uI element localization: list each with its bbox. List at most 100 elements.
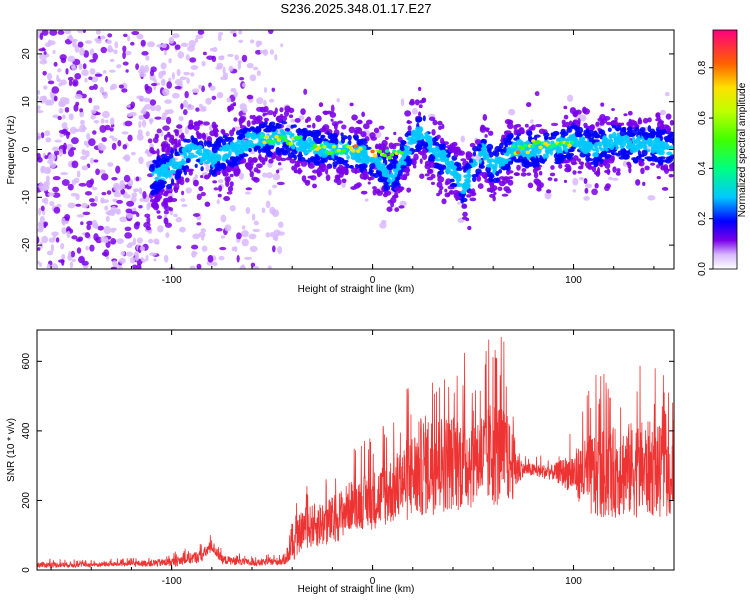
spectrogram-ridge-blob <box>375 164 381 169</box>
spectrogram-ridge-blob <box>249 114 254 120</box>
spectrogram-ridge-blob <box>270 125 277 132</box>
spectrogram-ridge-blob <box>344 151 349 156</box>
spectrogram-noise-blob <box>236 255 240 263</box>
spectrogram-ridge-blob <box>504 130 512 135</box>
spectrogram-ridge-blob <box>466 194 472 198</box>
spectrogram-ridge-blob <box>170 197 178 203</box>
spectrogram-noise-blob <box>48 153 56 161</box>
spectrogram-ridge-blob <box>568 152 575 157</box>
spectrogram-ridge-blob <box>324 129 328 135</box>
spectrogram-ridge-blob <box>594 133 601 139</box>
spectrogram-ridge-blob <box>194 163 198 168</box>
spectrogram-noise-blob <box>136 133 144 141</box>
spectrogram-noise-blob <box>92 130 97 135</box>
spectrogram-noise-blob <box>122 61 129 66</box>
spectrogram-noise-blob <box>46 250 54 256</box>
spectrogram-noise-blob <box>109 86 114 91</box>
spectrogram-noise-blob <box>105 119 109 123</box>
spectrogram-ridge-blob <box>312 150 319 155</box>
spectrogram-ridge-blob <box>638 117 642 123</box>
spectrogram-ridge-blob <box>245 187 253 191</box>
spectrogram-ridge-blob <box>242 144 249 151</box>
spectrogram-noise-blob <box>201 85 205 93</box>
spectrogram-noise-blob <box>113 184 121 192</box>
spectrogram-noise-blob <box>42 70 47 76</box>
spectrogram-noise-blob <box>39 59 48 65</box>
spectrogram-ridge-blob <box>354 163 359 169</box>
spectrogram-noise-blob <box>143 221 151 228</box>
spectrogram-ridge-blob <box>318 102 324 108</box>
spectrogram-ridge-blob <box>390 196 397 204</box>
spectrogram-ridge-blob <box>302 134 307 141</box>
spectrogram-noise-blob <box>189 265 196 269</box>
spectrogram-noise-blob <box>112 260 118 267</box>
spectrogram-ridge-blob <box>647 141 653 147</box>
spectrogram-noise-blob <box>579 114 587 122</box>
spectrogram-noise-blob <box>174 78 183 86</box>
spectrogram-noise-blob <box>37 152 41 160</box>
spectrogram-noise-blob <box>68 79 73 87</box>
spectrogram-ridge-blob <box>315 133 319 139</box>
spectrogram-ridge-blob <box>284 105 291 113</box>
spectrogram-noise-blob <box>116 199 123 204</box>
spectrogram-noise-blob <box>256 97 264 105</box>
spectrogram-noise-blob <box>41 95 48 101</box>
spectrogram-ridge-blob <box>397 163 401 169</box>
spectrogram-ridge-blob <box>622 149 627 156</box>
spectrogram-noise-blob <box>148 252 157 256</box>
spectrogram-noise-blob <box>106 256 110 260</box>
spectrogram-ridge-blob <box>623 134 630 141</box>
spectrogram-ridge-blob <box>512 141 517 146</box>
spectrogram-ridge-blob <box>188 168 194 172</box>
spectrogram-ridge-blob <box>444 188 448 193</box>
spectrogram-ylabel: Frequency (Hz) <box>6 116 17 185</box>
spectrogram-noise-blob <box>209 47 215 52</box>
snr-ytick-label: 200 <box>21 492 32 509</box>
colorbar-label: Normalized spectral amplitude <box>737 82 748 217</box>
spectrogram-ridge-blob <box>348 139 352 146</box>
spectrogram-ridge-blob <box>647 117 652 123</box>
spectrogram-ridge-blob <box>248 148 252 153</box>
spectrogram-ridge-blob <box>264 127 272 133</box>
spectrogram-noise-blob <box>228 65 234 72</box>
spectrogram-ridge-blob <box>293 166 298 174</box>
spectrogram-ridge-blob <box>172 170 176 174</box>
spectrogram-noise-blob <box>89 178 95 186</box>
spectrogram-noise-blob <box>252 228 261 233</box>
spectrogram-ytick-label: 10 <box>21 96 32 108</box>
spectrogram-ridge-blob <box>262 112 268 116</box>
spectrogram-ridge-blob <box>515 172 520 176</box>
spectrogram-hot-blob <box>538 145 543 150</box>
spectrogram-noise-blob <box>209 85 216 91</box>
spectrogram-noise-blob <box>129 256 136 264</box>
spectrogram-noise-blob <box>82 63 87 70</box>
spectrogram-noise-blob <box>110 238 117 245</box>
spectrogram-noise-blob <box>411 108 418 115</box>
spectrogram-ridge-blob <box>363 123 370 130</box>
spectrogram-noise-blob <box>168 37 175 44</box>
spectrogram-ridge-blob <box>276 116 282 121</box>
spectrogram-ridge-blob <box>173 144 178 149</box>
spectrogram-ridge-blob <box>434 158 442 162</box>
spectrogram-noise-blob <box>103 226 112 234</box>
spectrogram-noise-blob <box>101 137 107 142</box>
spectrogram-ridge-blob <box>341 166 348 174</box>
spectrogram-noise-blob <box>43 222 47 229</box>
spectrogram-xtick-label: 0 <box>370 275 376 286</box>
spectrogram-noise-blob <box>71 160 79 169</box>
spectrogram-ridge-blob <box>251 127 256 133</box>
spectrogram-noise-blob <box>140 39 146 47</box>
spectrogram-noise-blob <box>246 62 254 69</box>
spectrogram-noise-blob <box>44 130 51 137</box>
spectrogram-hot-blob <box>530 144 535 149</box>
spectrogram-noise-blob <box>303 88 308 95</box>
spectrogram-noise-blob <box>88 138 96 147</box>
spectrogram-noise-blob <box>105 215 110 222</box>
spectrogram-noise-blob <box>138 156 144 165</box>
spectrogram-ridge-blob <box>407 125 412 132</box>
spectrogram-ridge-blob <box>657 158 664 166</box>
spectrogram-noise-blob <box>45 137 52 143</box>
spectrogram-ridge-blob <box>484 127 490 131</box>
spectrogram-noise-blob <box>86 220 94 226</box>
spectrogram-noise-blob <box>144 103 152 110</box>
